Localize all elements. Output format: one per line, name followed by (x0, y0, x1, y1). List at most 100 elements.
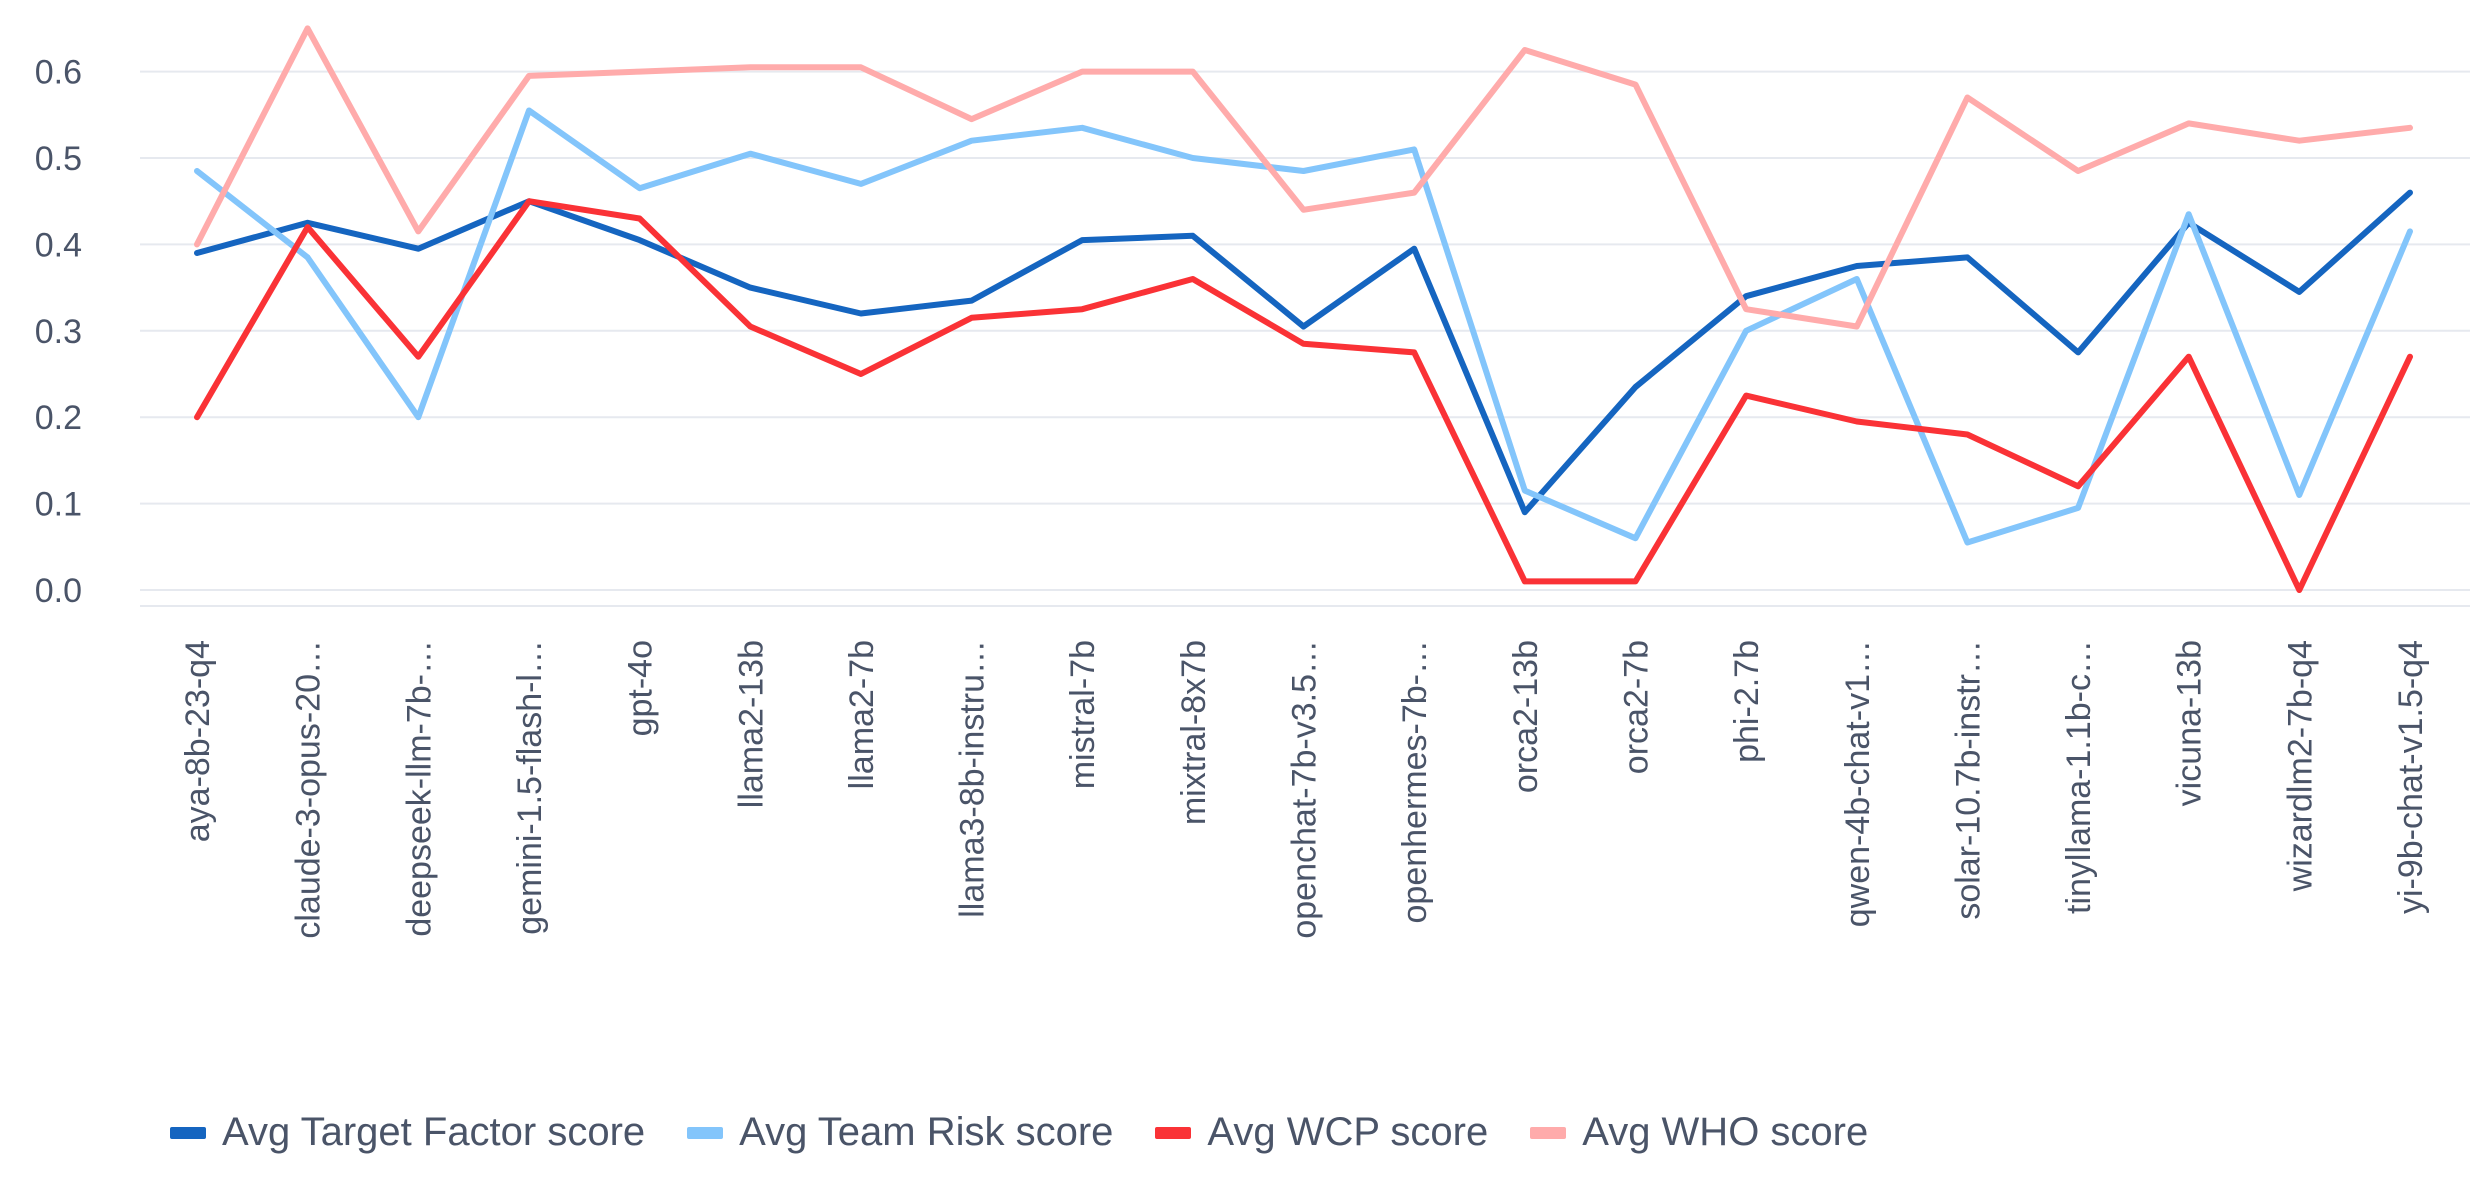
data-point (2296, 138, 2302, 144)
data-point (1190, 155, 1196, 161)
legend-item[interactable]: Avg WHO score (1530, 1110, 1868, 1155)
data-point (2075, 349, 2081, 355)
data-point (1301, 323, 1307, 329)
y-tick-label: 0.5 (35, 140, 82, 178)
legend-swatch (1155, 1126, 1192, 1139)
data-point (2186, 211, 2192, 217)
data-point (1411, 190, 1417, 196)
data-point (1301, 207, 1307, 213)
data-point (526, 73, 532, 79)
data-point (1522, 488, 1528, 494)
data-point (1632, 384, 1638, 390)
data-point (1522, 47, 1528, 53)
data-point (1854, 276, 1860, 282)
data-point (2296, 587, 2302, 593)
data-point (2296, 492, 2302, 498)
x-tick-label: openchat-7b-v3.5… (1286, 640, 1324, 939)
x-tick-label: gemini-1.5-flash-l… (511, 640, 549, 935)
data-point (2407, 190, 2413, 196)
data-point (2407, 354, 2413, 360)
data-point (1079, 237, 1085, 243)
y-tick-label: 0.4 (35, 226, 82, 264)
series-line-1 (194, 107, 2413, 546)
legend: Avg Target Factor score Avg Team Risk sco… (170, 1110, 1910, 1155)
data-point (194, 168, 200, 174)
data-point (747, 323, 753, 329)
legend-label: Avg WCP score (1207, 1110, 1489, 1154)
grid-lines (140, 70, 2470, 607)
data-point (1190, 69, 1196, 75)
data-point (1079, 69, 1085, 75)
data-point (415, 414, 421, 420)
data-point (637, 69, 643, 75)
data-point (1854, 419, 1860, 425)
legend-swatch (1530, 1126, 1567, 1139)
data-point (858, 371, 864, 377)
data-point (747, 285, 753, 291)
legend-swatch (687, 1126, 724, 1139)
data-point (1743, 306, 1749, 312)
data-point (969, 298, 975, 304)
data-point (1632, 82, 1638, 88)
x-axis: aya-8b-23-q4 claude-3-opus-20… deepseek-ll… (179, 640, 2430, 939)
series-lines (194, 25, 2413, 593)
legend-item[interactable]: Avg Team Risk score (687, 1110, 1113, 1155)
legend-item[interactable]: Avg WCP score (1155, 1110, 1488, 1155)
x-tick-label: orca2-13b (1507, 640, 1545, 793)
data-point (1964, 254, 1970, 260)
data-point (1854, 323, 1860, 329)
data-point (2075, 483, 2081, 489)
x-tick-label: mixtral-8x7b (1175, 640, 1213, 825)
data-point (1301, 168, 1307, 174)
x-tick-label: qwen-4b-chat-v1… (1839, 640, 1877, 927)
x-tick-label: yi-9b-chat-v1.5-q4 (2392, 640, 2430, 914)
data-point (305, 254, 311, 260)
y-tick-label: 0.0 (35, 572, 82, 610)
data-point (1743, 393, 1749, 399)
x-tick-label: aya-8b-23-q4 (179, 640, 217, 842)
y-tick-label: 0.3 (35, 313, 82, 351)
x-tick-label: claude-3-opus-20… (290, 640, 328, 939)
data-point (1190, 276, 1196, 282)
data-point (1190, 233, 1196, 239)
legend-swatch (170, 1126, 206, 1139)
series-line-2 (194, 198, 2413, 593)
legend-item[interactable]: Avg Target Factor score (170, 1110, 645, 1155)
data-point (637, 215, 643, 221)
data-point (1079, 306, 1085, 312)
data-point (526, 198, 532, 204)
x-tick-label: orca2-7b (1617, 640, 1655, 774)
legend-label: Avg Target Factor score (222, 1110, 646, 1154)
data-point (858, 311, 864, 317)
data-point (526, 107, 532, 113)
data-point (1411, 349, 1417, 355)
data-point (2075, 168, 2081, 174)
x-tick-label: llama2-7b (843, 640, 881, 789)
legend-label: Avg Team Risk score (739, 1110, 1114, 1154)
data-point (747, 64, 753, 70)
data-point (194, 250, 200, 256)
data-point (415, 246, 421, 252)
series-line-3 (194, 25, 2413, 330)
data-point (1522, 578, 1528, 584)
data-point (858, 181, 864, 187)
data-point (969, 116, 975, 122)
x-tick-label: solar-10.7b-instr… (1949, 640, 1987, 920)
x-tick-label: mistral-7b (1064, 640, 1102, 789)
data-point (969, 315, 975, 321)
data-point (194, 241, 200, 247)
legend-label: Avg WHO score (1582, 1110, 1869, 1154)
data-point (1411, 146, 1417, 152)
data-point (1632, 535, 1638, 541)
data-point (637, 185, 643, 191)
x-tick-label: llama2-13b (732, 640, 770, 808)
data-point (1522, 509, 1528, 515)
x-tick-label: vicuna-13b (2171, 640, 2209, 806)
x-tick-label: phi-2.7b (1728, 640, 1766, 763)
data-point (1411, 246, 1417, 252)
data-point (2407, 125, 2413, 131)
data-point (415, 228, 421, 234)
y-tick-label: 0.2 (35, 399, 82, 437)
data-point (2186, 354, 2192, 360)
x-tick-label: openhermes-7b-… (1396, 640, 1434, 923)
